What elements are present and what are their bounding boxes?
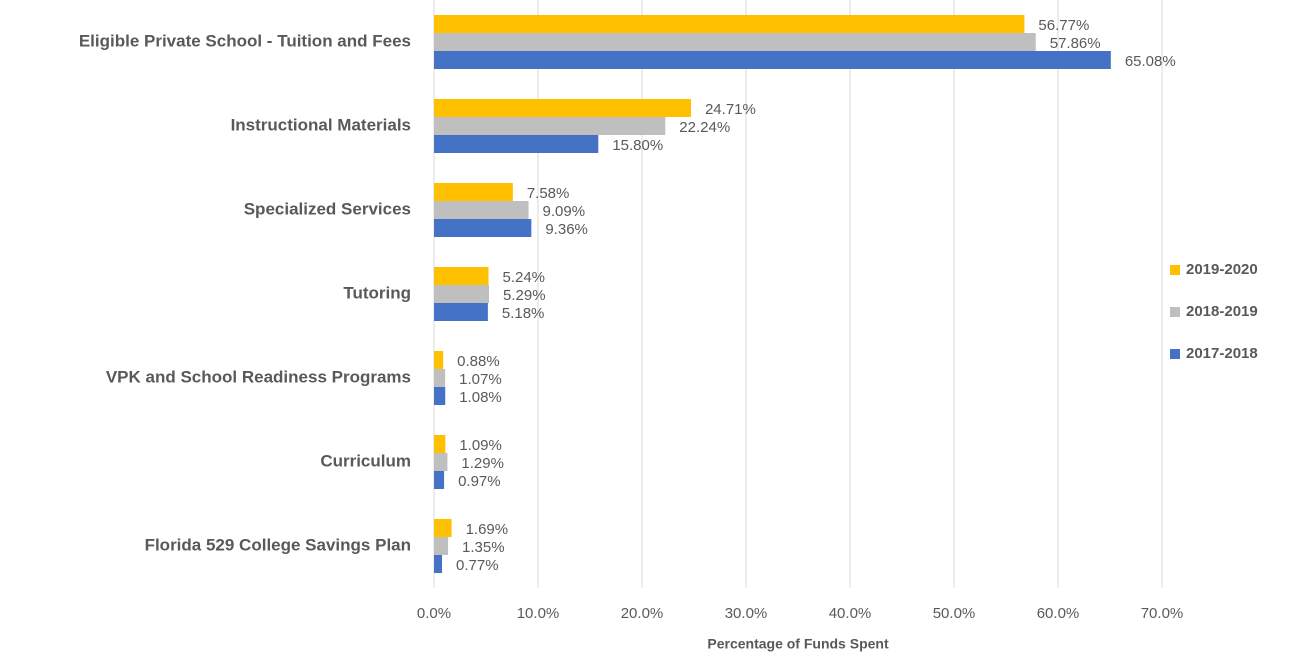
data-label: 1.69% [466, 521, 509, 538]
data-label: 65.08% [1125, 53, 1176, 70]
bar [434, 285, 490, 303]
bar [434, 219, 532, 237]
bar [434, 99, 691, 117]
category-label: Specialized Services [244, 199, 411, 218]
bar [434, 555, 443, 573]
legend-swatch [1170, 349, 1180, 359]
category-label: Instructional Materials [231, 115, 411, 134]
bar [434, 453, 448, 471]
data-label: 0.97% [458, 473, 501, 490]
legend-label: 2019-2020 [1186, 261, 1258, 278]
x-tick-label: 60.0% [1037, 605, 1080, 622]
x-tick-label: 0.0% [417, 605, 451, 622]
data-label: 9.09% [543, 203, 586, 220]
bar [434, 303, 488, 321]
legend-label: 2017-2018 [1186, 345, 1258, 362]
x-tick-label: 50.0% [933, 605, 976, 622]
bar [434, 117, 666, 135]
bar [434, 387, 446, 405]
bar [434, 201, 529, 219]
data-label: 7.58% [527, 185, 570, 202]
bar [434, 435, 446, 453]
data-label: 1.35% [462, 539, 505, 556]
category-label: Tutoring [343, 283, 411, 302]
legend-label: 2018-2019 [1186, 303, 1258, 320]
legend-swatch [1170, 265, 1180, 275]
bar [434, 471, 445, 489]
legend-swatch [1170, 307, 1180, 317]
bar [434, 33, 1036, 51]
data-label: 5.29% [503, 287, 546, 304]
x-tick-label: 10.0% [517, 605, 560, 622]
category-label: Curriculum [320, 451, 411, 470]
bar [434, 135, 599, 153]
bar [434, 51, 1111, 69]
x-axis-label: Percentage of Funds Spent [707, 636, 889, 652]
x-tick-label: 20.0% [621, 605, 664, 622]
bar [434, 183, 513, 201]
category-label: Florida 529 College Savings Plan [145, 535, 411, 554]
x-tick-label: 30.0% [725, 605, 768, 622]
data-label: 1.09% [459, 437, 502, 454]
x-tick-label: 70.0% [1141, 605, 1184, 622]
bar [434, 537, 449, 555]
data-label: 1.08% [459, 389, 502, 406]
data-label: 0.77% [456, 557, 499, 574]
category-label: Eligible Private School - Tuition and Fe… [79, 31, 411, 50]
bar [434, 519, 452, 537]
data-label: 5.24% [502, 269, 545, 286]
data-label: 9.36% [545, 221, 588, 238]
bar [434, 369, 446, 387]
data-label: 15.80% [612, 137, 663, 154]
bar [434, 267, 489, 285]
bar [434, 15, 1025, 33]
data-label: 1.07% [459, 371, 502, 388]
data-label: 22.24% [679, 119, 730, 136]
data-label: 56.77% [1038, 17, 1089, 34]
x-tick-label: 40.0% [829, 605, 872, 622]
data-label: 24.71% [705, 101, 756, 118]
category-label: VPK and School Readiness Programs [106, 367, 411, 386]
data-label: 0.88% [457, 353, 500, 370]
data-label: 5.18% [502, 305, 545, 322]
data-label: 57.86% [1050, 35, 1101, 52]
data-label: 1.29% [461, 455, 504, 472]
bar [434, 351, 444, 369]
